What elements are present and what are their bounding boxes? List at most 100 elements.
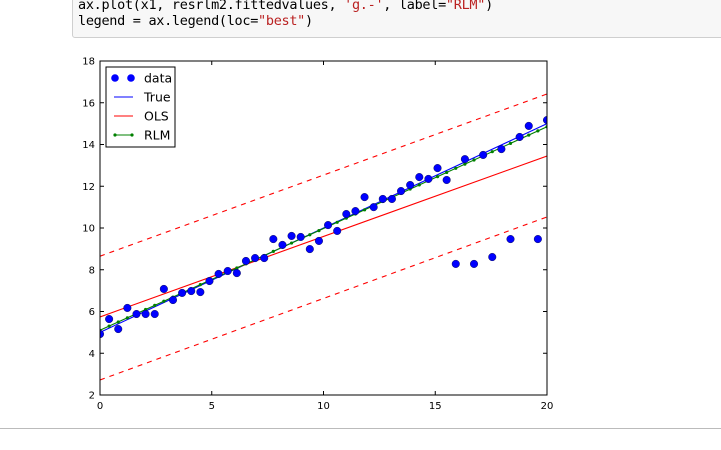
rlm-marker — [116, 320, 120, 324]
code-text: ) — [485, 0, 493, 13]
rlm-marker — [308, 233, 312, 237]
rlm-marker — [472, 158, 476, 162]
data-point — [287, 231, 296, 240]
data-point — [397, 187, 406, 196]
data-point — [168, 296, 177, 305]
rlm-marker — [417, 183, 421, 187]
data-point — [369, 203, 378, 212]
code-line-2: legend = ax.legend(loc="best") — [78, 13, 313, 29]
data-point — [415, 173, 424, 182]
rlm-marker — [162, 299, 166, 303]
data-point — [150, 310, 159, 319]
data-point — [433, 164, 442, 173]
data-point — [351, 207, 360, 216]
code-string: 'g.-' — [344, 0, 384, 13]
data-point — [488, 253, 497, 262]
code-text: legend = ax.legend(loc= — [78, 13, 259, 29]
rlm-marker — [490, 150, 494, 154]
data-point — [159, 284, 168, 293]
data-point — [333, 226, 342, 235]
legend-marker-data — [111, 74, 119, 82]
code-cell[interactable] — [72, 0, 721, 38]
code-string: "RLM" — [445, 0, 486, 13]
ols-line — [100, 155, 547, 318]
data-point — [132, 310, 141, 319]
code-text: ) — [305, 13, 313, 29]
rlm-marker — [445, 170, 449, 175]
x-tick-label: 20 — [541, 401, 554, 412]
rlm-marker — [527, 133, 531, 137]
legend-marker-data — [127, 74, 135, 82]
rlm-marker — [271, 249, 275, 253]
rlm-marker — [435, 175, 440, 179]
code-string: "best" — [258, 13, 306, 29]
data-point — [269, 235, 278, 244]
data-point — [470, 259, 479, 268]
data-point — [305, 245, 314, 254]
y-tick-label: 16 — [82, 98, 95, 109]
data-point — [342, 210, 351, 219]
data-point — [533, 235, 542, 244]
rlm-marker — [235, 266, 239, 270]
rlm-marker — [153, 303, 157, 307]
legend: data True OLS RLM — [105, 66, 176, 148]
x-tick-label: 10 — [317, 401, 330, 412]
rlm-marker — [107, 324, 111, 328]
data-point — [442, 175, 451, 184]
data-point — [178, 288, 187, 297]
rlm-marker — [335, 220, 339, 224]
rlm-marker — [362, 208, 367, 212]
data-point — [406, 180, 415, 189]
prediction-bound-line — [100, 216, 547, 381]
data-point — [114, 325, 123, 334]
data-point — [141, 310, 150, 319]
data-point — [296, 232, 305, 241]
y-tick-label: 14 — [82, 140, 95, 151]
data-point — [324, 221, 333, 230]
legend-label: data — [144, 71, 172, 86]
data-point — [460, 155, 469, 164]
rlm-marker — [289, 241, 294, 245]
legend-marker-rlm — [113, 133, 117, 137]
x-tick-label: 5 — [209, 401, 215, 412]
data-point — [123, 303, 132, 312]
rlm-marker — [508, 141, 513, 145]
data-point — [241, 256, 250, 265]
rlm-marker — [454, 166, 458, 170]
data-point — [105, 315, 114, 324]
data-point — [214, 269, 223, 278]
code-text: ax.plot(x1, resrlm2.fittedvalues, — [78, 0, 345, 13]
data-point — [223, 267, 232, 276]
rlm-marker — [125, 316, 129, 320]
data-point — [424, 174, 433, 183]
y-tick-label: 12 — [82, 182, 95, 193]
y-tick-label: 4 — [89, 349, 95, 360]
cell-divider — [0, 428, 721, 429]
legend-label: OLS — [144, 109, 169, 124]
data-point — [387, 194, 396, 203]
data-point — [515, 132, 524, 141]
data-point — [524, 121, 533, 130]
rlm-marker — [463, 162, 467, 166]
y-tick-label: 6 — [89, 307, 95, 318]
rlm-marker — [536, 129, 540, 133]
code-text: , label= — [383, 0, 446, 13]
data-point — [278, 240, 287, 249]
data-point — [314, 236, 323, 245]
data-point — [196, 288, 205, 297]
data-point — [451, 259, 460, 268]
rlm-marker — [198, 282, 202, 287]
data-point — [378, 194, 387, 203]
code-line-1: ax.plot(x1, resrlm2.fittedvalues, 'g.-',… — [78, 0, 493, 13]
x-tick-label: 15 — [429, 401, 442, 412]
legend-label: True — [143, 90, 171, 105]
data-point — [232, 269, 241, 278]
y-tick-label: 10 — [82, 224, 95, 235]
data-point — [100, 330, 104, 339]
legend-label: RLM — [144, 128, 170, 143]
data-point — [479, 150, 488, 159]
data-point — [260, 254, 269, 263]
data-point — [506, 235, 515, 244]
y-tick-label: 8 — [89, 265, 95, 276]
